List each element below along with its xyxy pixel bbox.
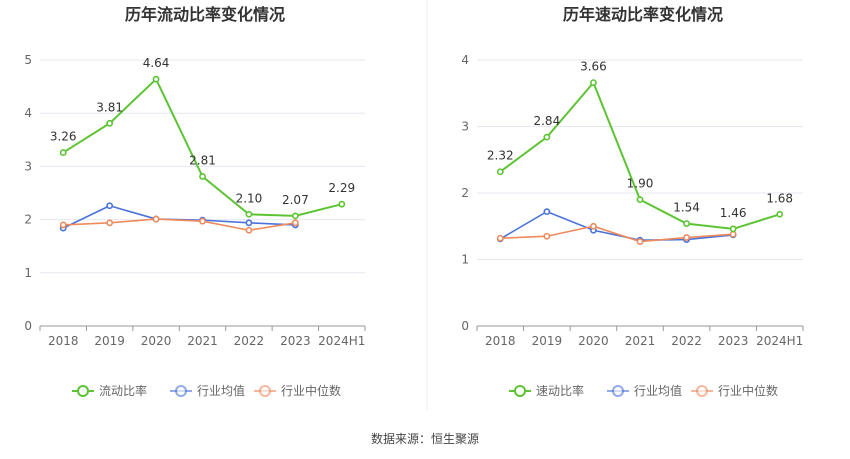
legend-swatch-marker (696, 385, 708, 397)
main-data-point (496, 168, 504, 176)
y-tick-label: 2 (24, 213, 32, 227)
data-label: 2.32 (487, 149, 514, 163)
x-tick-label: 2023 (718, 334, 749, 348)
legend-swatch-marker (514, 385, 526, 397)
data-label: 2.10 (236, 191, 263, 205)
x-tick-label: 2019 (532, 334, 563, 348)
x-tick-label: 2020 (578, 334, 609, 348)
data-label: 2.81 (189, 154, 216, 168)
legend-item: 速动比率 (509, 383, 584, 398)
legend-label: 行业中位数 (281, 383, 341, 398)
main-data-point (683, 220, 690, 227)
data-label: 1.68 (766, 191, 793, 205)
avg-series-line (62, 204, 296, 229)
legend-swatch-marker (259, 385, 271, 397)
median-data-point (683, 234, 690, 241)
median-data-point (59, 221, 67, 229)
avg-data-point (543, 208, 551, 216)
main-data-point (106, 119, 114, 127)
y-tick-label: 1 (461, 253, 469, 267)
data-label: 2.29 (328, 181, 355, 195)
data-label: 2.07 (282, 193, 309, 207)
median-data-point (590, 222, 597, 230)
chart-title: 历年速动比率变化情况 (563, 5, 723, 24)
quick-ratio-chart: 历年速动比率变化情况 0 1 2 3 4 2018 2019 2020 2021 2022 2023 2… (461, 5, 804, 398)
median-data-point (152, 215, 160, 223)
legend-item: 行业均值 (170, 383, 245, 398)
legend-label: 行业均值 (634, 383, 682, 398)
median-data-point (636, 238, 644, 245)
main-data-point (590, 79, 597, 87)
median-series-line (63, 218, 296, 232)
data-source-note: 数据来源：恒生聚源 (370, 432, 479, 446)
data-label: 3.81 (96, 100, 123, 114)
avg-data-point (106, 202, 114, 210)
median-data-point (245, 226, 253, 234)
main-data-point (636, 196, 644, 204)
data-label: 1.54 (673, 201, 700, 215)
y-tick-label: 5 (24, 53, 32, 67)
median-data-point (543, 232, 551, 240)
median-data-point (199, 217, 206, 225)
x-tick-label: 2023 (280, 334, 311, 348)
x-tick-label: 2018 (485, 334, 516, 348)
median-data-point (496, 234, 504, 242)
legend-swatch-marker (77, 385, 89, 397)
legend-item: 行业中位数 (254, 383, 341, 398)
main-data-point (291, 212, 299, 220)
avg-series-line (499, 210, 734, 242)
x-tick-label: 2021 (187, 334, 218, 348)
data-label: 1.46 (720, 206, 747, 220)
y-tick-label: 2 (461, 186, 469, 200)
data-label: 4.64 (143, 56, 170, 70)
y-tick-label: 4 (24, 106, 32, 120)
data-label: 3.66 (580, 60, 607, 74)
legend-item: 行业均值 (607, 383, 682, 398)
legend-item: 行业中位数 (691, 383, 778, 398)
y-tick-label: 0 (24, 319, 32, 333)
median-series-line (500, 225, 734, 243)
y-tick-label: 3 (24, 159, 32, 173)
y-tick-label: 4 (461, 53, 469, 67)
x-tick-label: 2022 (671, 334, 702, 348)
x-tick-label: 2022 (234, 334, 265, 348)
y-tick-label: 0 (461, 319, 469, 333)
avg-data-point (245, 219, 253, 227)
main-data-point (543, 133, 551, 141)
legend-label: 行业中位数 (718, 383, 778, 398)
median-data-point (291, 219, 299, 227)
main-data-point (776, 210, 784, 218)
legend-swatch-marker (175, 385, 187, 397)
data-label: 2.84 (533, 114, 560, 128)
main-data-point (59, 149, 67, 156)
x-tick-label: 2024H1 (756, 334, 803, 348)
main-data-point (152, 75, 160, 83)
main-data-point (338, 200, 346, 208)
y-tick-label: 3 (461, 120, 469, 134)
median-data-point (106, 219, 114, 227)
legend-label: 行业均值 (197, 383, 245, 398)
median-data-point (729, 230, 737, 238)
main-data-point (729, 225, 737, 233)
data-label: 1.90 (627, 177, 654, 191)
x-tick-label: 2018 (48, 334, 79, 348)
main-data-point (199, 173, 206, 180)
legend-swatch-marker (612, 385, 624, 397)
legend-item: 流动比率 (72, 383, 147, 398)
x-tick-label: 2024H1 (318, 334, 365, 348)
legend-label: 流动比率 (99, 383, 147, 398)
chart-title: 历年流动比率变化情况 (125, 5, 285, 24)
current-ratio-chart: 历年流动比率变化情况 0 1 2 3 4 5 2018 2019 2020 2021 2022 2023… (24, 5, 366, 398)
x-tick-label: 2020 (141, 334, 172, 348)
legend-label: 速动比率 (536, 383, 584, 398)
data-label: 3.26 (50, 130, 77, 144)
x-tick-label: 2019 (94, 334, 125, 348)
y-tick-label: 1 (24, 266, 32, 280)
x-tick-label: 2021 (625, 334, 656, 348)
main-data-point (245, 210, 253, 218)
